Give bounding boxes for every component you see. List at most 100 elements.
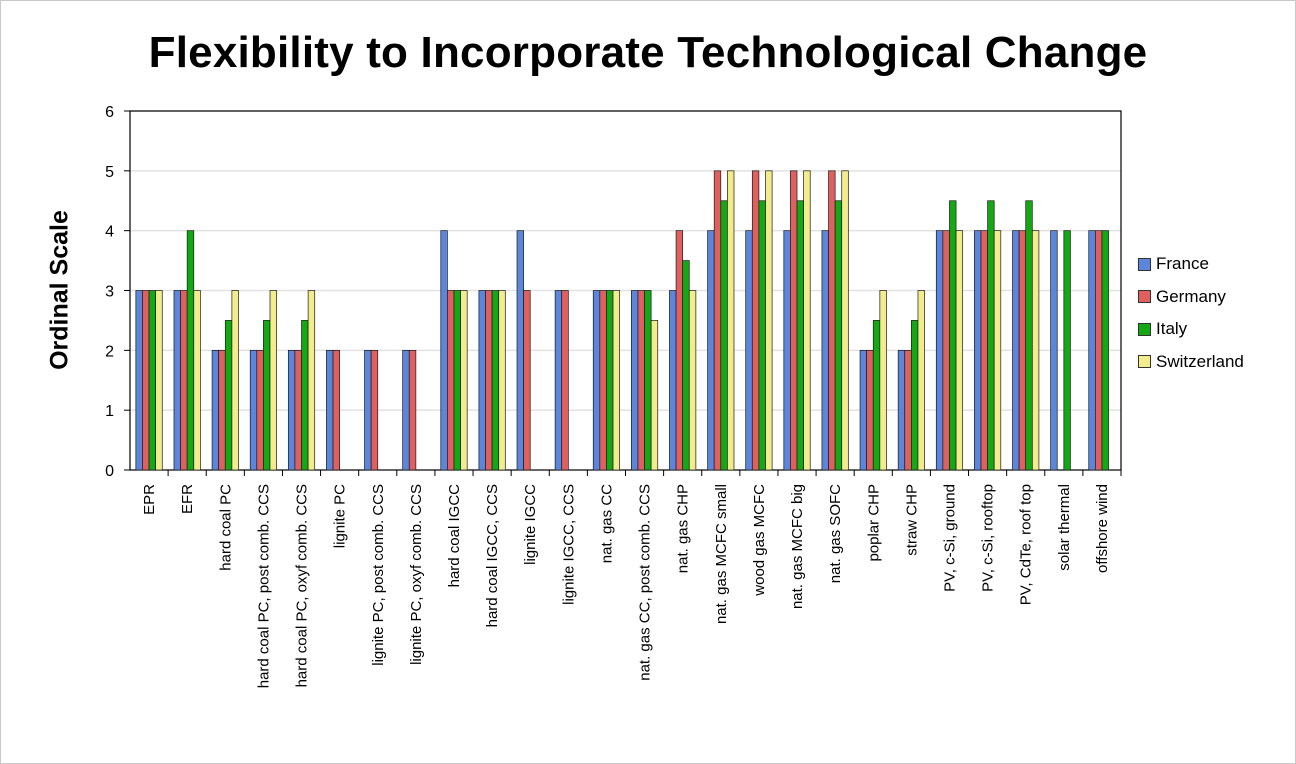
bar [841, 170, 849, 471]
x-tick-label: nat. gas SOFC [827, 484, 844, 583]
bar [249, 349, 258, 471]
x-tick-label: PV, CdTe, roof top [1018, 484, 1035, 605]
x-tick-label: nat. gas MCFC small [713, 484, 730, 624]
y-tick-label: 3 [105, 284, 114, 301]
y-tick-label: 6 [105, 104, 114, 121]
bar [364, 349, 372, 471]
bar [644, 290, 652, 471]
bar [866, 349, 874, 471]
x-tick-label: nat. gas CHP [675, 484, 692, 573]
x-tick-label: lignite PC [332, 484, 349, 548]
bar [1050, 230, 1058, 471]
legend-item: France [1138, 248, 1244, 281]
bar [523, 290, 531, 471]
bar [974, 230, 982, 471]
bar [408, 349, 417, 471]
legend-swatch [1138, 257, 1151, 271]
bar [148, 290, 157, 471]
bar [1088, 230, 1096, 471]
bar [783, 230, 791, 471]
bar [897, 349, 906, 471]
x-tick-label: wood gas MCFC [751, 484, 768, 597]
bar [955, 230, 964, 471]
x-tick-label: hard coal IGCC [446, 484, 463, 588]
bar [790, 170, 798, 471]
bar [675, 230, 684, 471]
x-tick-label: EPR [141, 484, 158, 515]
bar [485, 290, 493, 471]
bar [987, 200, 995, 471]
bar [1094, 230, 1103, 471]
bar [478, 290, 486, 471]
bar [1101, 230, 1109, 471]
bar [218, 349, 226, 471]
x-tick-label: PV, c-Si, ground [941, 484, 958, 592]
bar [879, 290, 887, 471]
y-tick-label: 0 [105, 463, 114, 480]
legend-item: Italy [1138, 313, 1244, 346]
chart-title: Flexibility to Incorporate Technological… [148, 28, 1148, 77]
bar [688, 290, 697, 471]
bar [370, 349, 379, 471]
bar [720, 200, 728, 471]
bar [453, 290, 461, 471]
bar [440, 230, 448, 471]
bar [637, 290, 645, 471]
x-tick-label: nat. gas MCFC big [789, 484, 806, 609]
y-tick-label: 1 [105, 403, 114, 420]
bar [631, 290, 639, 471]
bar [682, 260, 690, 471]
bar [993, 230, 1002, 471]
bar [1018, 230, 1027, 471]
bar [135, 290, 143, 471]
legend-label: France [1156, 254, 1209, 274]
bar [516, 230, 524, 471]
bar [294, 349, 302, 471]
bar [917, 290, 925, 471]
bar [727, 170, 735, 471]
bar [911, 320, 919, 471]
bar [606, 290, 614, 471]
bar [1031, 230, 1040, 471]
bar [713, 170, 722, 471]
bar [193, 290, 201, 471]
bar [287, 349, 296, 471]
bar [828, 170, 836, 471]
bar [803, 170, 811, 471]
x-tick-label: straw CHP [903, 484, 920, 556]
bar [796, 200, 804, 471]
bar [402, 349, 410, 471]
bar [491, 290, 500, 471]
bar [745, 230, 753, 471]
bar [751, 170, 760, 471]
bar [498, 290, 506, 471]
bar [155, 290, 163, 471]
bar [326, 349, 334, 471]
legend: France Germany Italy Switzerland [1138, 248, 1244, 378]
bar [180, 290, 188, 471]
bar [211, 349, 220, 471]
bar [1063, 230, 1071, 471]
bar [707, 230, 715, 471]
bar [859, 349, 867, 471]
x-tick-label: lignite IGCC [522, 484, 539, 565]
bar [269, 290, 277, 471]
bar [821, 230, 829, 471]
bar [301, 320, 309, 471]
x-tick-label: solar thermal [1056, 484, 1073, 571]
bar [256, 349, 264, 471]
x-tick-label: nat. gas CC, post comb. CCS [637, 484, 654, 681]
x-tick-label: EFR [179, 484, 196, 514]
x-tick-label: nat. gas CC [598, 484, 615, 563]
x-tick-label: poplar CHP [865, 484, 882, 562]
y-tick-label: 5 [105, 164, 114, 181]
bar [980, 230, 988, 471]
bar [599, 290, 607, 471]
x-tick-label: lignite PC, oxyf comb. CCS [408, 484, 425, 665]
bar [561, 290, 569, 471]
bar [231, 290, 239, 471]
bar [332, 349, 340, 471]
bar [186, 230, 195, 471]
bar [904, 349, 912, 471]
